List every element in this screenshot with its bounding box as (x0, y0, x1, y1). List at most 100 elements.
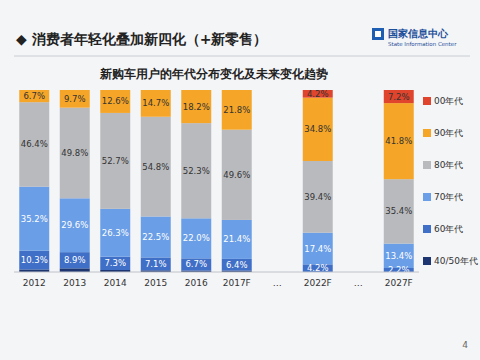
bar-segment (222, 220, 252, 259)
legend-swatch (423, 225, 431, 233)
bar-segment (141, 90, 171, 91)
bar-segment (222, 130, 252, 220)
bar-segment (100, 90, 130, 113)
x-tick-label: … (354, 278, 363, 288)
bar-segment (60, 268, 90, 272)
bar-segment (141, 90, 171, 117)
bar-segment (60, 198, 90, 252)
data-label: 49.8% (61, 148, 88, 158)
x-tick-label: 2015 (144, 278, 167, 288)
data-label: 39.4% (304, 192, 331, 202)
legend: 00年代 90年代 80年代 70年代 60年代 40/50年代 (423, 96, 478, 266)
data-label: 7.1% (145, 259, 167, 269)
bar-segment (181, 258, 211, 270)
bar-segment (222, 90, 252, 91)
x-tick-label: … (273, 278, 282, 288)
bar-segment (384, 179, 414, 243)
data-label: 21.8% (223, 105, 250, 115)
bar-segment (141, 216, 171, 257)
legend-swatch (423, 161, 431, 169)
bar-segment (181, 90, 211, 123)
data-label: 13.4% (385, 251, 412, 261)
bar-segment (303, 161, 333, 233)
bar-segment (181, 218, 211, 258)
logo-text: 国家信息中心 (388, 28, 449, 39)
data-label: 26.3% (102, 228, 129, 238)
bar-segment (19, 251, 49, 270)
data-label: 49.6% (223, 170, 250, 180)
chart-title: 新购车用户的年代分布变化及未来变化趋势 (99, 67, 328, 81)
bar-segment (384, 103, 414, 179)
bar-segment (19, 102, 49, 186)
data-label: 52.7% (102, 156, 129, 166)
bar-segment (141, 117, 171, 217)
page: {"page": {"heading": "◆ 消费者年轻化叠加新四化（+新零售… (0, 0, 480, 360)
data-label: 7.2% (388, 92, 410, 102)
bar-segment (19, 90, 49, 102)
data-label: 54.8% (142, 162, 169, 172)
data-label: 35.4% (385, 206, 412, 216)
bar-segment (181, 123, 211, 218)
bar-segment (384, 90, 414, 103)
data-label: 7.3% (104, 258, 126, 268)
bar-segment (100, 257, 130, 270)
x-axis (14, 272, 419, 273)
legend-label: 60年代 (434, 224, 463, 234)
background (0, 0, 480, 360)
legend-swatch (423, 193, 431, 201)
data-label: 46.4% (21, 139, 48, 149)
data-label: 6.7% (23, 91, 45, 101)
bars (19, 90, 413, 272)
data-label: 8.9% (64, 255, 86, 265)
x-tick-label: 2012 (23, 278, 46, 288)
bar-segment (222, 259, 252, 271)
data-label: 52.3% (183, 166, 210, 176)
bar-segment (60, 252, 90, 268)
data-label: 4.2% (307, 89, 329, 99)
data-label: 2.2% (388, 265, 410, 275)
bar-segment (222, 90, 252, 130)
bar-segment (303, 98, 333, 161)
logo-icon-inner (375, 31, 381, 37)
legend-label: 90年代 (434, 128, 463, 138)
bar-segment (141, 257, 171, 270)
data-label: 6.7% (185, 259, 207, 269)
data-label: 41.8% (385, 136, 412, 146)
data-label: 17.4% (304, 244, 331, 254)
x-tick-label: 2016 (185, 278, 208, 288)
logo-text-en: State Information Center (388, 41, 457, 47)
x-tick-label: 2013 (63, 278, 86, 288)
data-label: 9.7% (64, 94, 86, 104)
data-label: 14.7% (142, 98, 169, 108)
data-label: 22.5% (142, 232, 169, 242)
legend-swatch (423, 129, 431, 137)
heading: ◆ 消费者年轻化叠加新四化（+新零售） (16, 31, 267, 47)
legend-label: 70年代 (434, 192, 463, 202)
x-tick-label: 2022F (304, 278, 332, 288)
data-label: 10.3% (21, 255, 48, 265)
data-label: 12.6% (102, 96, 129, 106)
bar-segment (60, 90, 90, 91)
legend-swatch (423, 97, 431, 105)
header-rule (14, 56, 470, 57)
legend-label: 80年代 (434, 160, 463, 170)
bar-segment (60, 108, 90, 199)
bar-segment (303, 233, 333, 265)
page-number: 4 (462, 340, 468, 350)
data-label: 21.4% (223, 234, 250, 244)
data-label: 29.6% (61, 220, 88, 230)
bar-segment (60, 90, 90, 108)
bar-segment (181, 90, 211, 91)
bar-segment (19, 187, 49, 251)
data-labels: 10.3% 35.2% 46.4% 6.7% 8.9% 29.6% 49.8% 9.7% 7.3… (21, 89, 413, 275)
legend-label: 00年代 (434, 96, 463, 106)
x-tick-label: 2017F (223, 278, 251, 288)
logo-icon (372, 28, 384, 40)
data-label: 18.2% (183, 102, 210, 112)
data-label: 34.8% (304, 124, 331, 134)
data-label: 6.4% (226, 260, 248, 270)
data-label: 35.2% (21, 214, 48, 224)
legend-label: 40/50年代 (434, 256, 478, 266)
bar-segment (100, 209, 130, 257)
slide: ◆ 消费者年轻化叠加新四化（+新零售） 国家信息中心 State Informati… (0, 0, 480, 360)
